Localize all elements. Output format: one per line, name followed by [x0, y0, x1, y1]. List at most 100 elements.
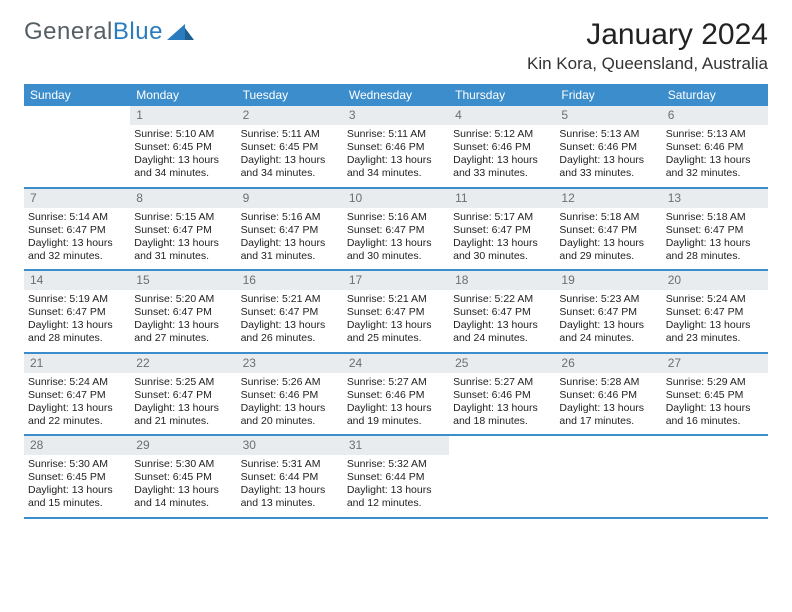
sunrise-line: Sunrise: 5:21 AM: [347, 293, 445, 306]
weekday-label: Friday: [555, 84, 661, 106]
day-number: 1: [130, 106, 236, 125]
calendar: SundayMondayTuesdayWednesdayThursdayFrid…: [24, 84, 768, 519]
day-cell: 31Sunrise: 5:32 AMSunset: 6:44 PMDayligh…: [343, 436, 449, 517]
sunset-line: Sunset: 6:47 PM: [28, 306, 126, 319]
sunrise-line: Sunrise: 5:11 AM: [347, 128, 445, 141]
daylight-line: Daylight: 13 hours and 32 minutes.: [28, 237, 126, 263]
daylight-line: Daylight: 13 hours and 23 minutes.: [666, 319, 764, 345]
daylight-line: Daylight: 13 hours and 29 minutes.: [559, 237, 657, 263]
day-cell: [449, 436, 555, 517]
day-cell: 3Sunrise: 5:11 AMSunset: 6:46 PMDaylight…: [343, 106, 449, 187]
sunset-line: Sunset: 6:46 PM: [347, 141, 445, 154]
daylight-line: Daylight: 13 hours and 30 minutes.: [347, 237, 445, 263]
day-cell: 26Sunrise: 5:28 AMSunset: 6:46 PMDayligh…: [555, 354, 661, 435]
sunrise-line: Sunrise: 5:30 AM: [28, 458, 126, 471]
sunrise-line: Sunrise: 5:28 AM: [559, 376, 657, 389]
sunset-line: Sunset: 6:47 PM: [28, 389, 126, 402]
sunset-line: Sunset: 6:47 PM: [559, 306, 657, 319]
day-cell: 23Sunrise: 5:26 AMSunset: 6:46 PMDayligh…: [237, 354, 343, 435]
daylight-line: Daylight: 13 hours and 12 minutes.: [347, 484, 445, 510]
sunrise-line: Sunrise: 5:30 AM: [134, 458, 232, 471]
arrow-icon: [167, 24, 195, 42]
sunrise-line: Sunrise: 5:21 AM: [241, 293, 339, 306]
day-number: 5: [555, 106, 661, 125]
day-number: 29: [130, 436, 236, 455]
weekday-label: Tuesday: [237, 84, 343, 106]
day-cell: 12Sunrise: 5:18 AMSunset: 6:47 PMDayligh…: [555, 189, 661, 270]
sunrise-line: Sunrise: 5:23 AM: [559, 293, 657, 306]
sunset-line: Sunset: 6:47 PM: [134, 389, 232, 402]
day-cell: 15Sunrise: 5:20 AMSunset: 6:47 PMDayligh…: [130, 271, 236, 352]
brand-word2: Blue: [113, 18, 163, 46]
day-cell: 18Sunrise: 5:22 AMSunset: 6:47 PMDayligh…: [449, 271, 555, 352]
day-cell: 10Sunrise: 5:16 AMSunset: 6:47 PMDayligh…: [343, 189, 449, 270]
weekday-label: Sunday: [24, 84, 130, 106]
day-number: 11: [449, 189, 555, 208]
day-number: 19: [555, 271, 661, 290]
daylight-line: Daylight: 13 hours and 31 minutes.: [134, 237, 232, 263]
sunset-line: Sunset: 6:45 PM: [666, 389, 764, 402]
weekday-label: Saturday: [662, 84, 768, 106]
daylight-line: Daylight: 13 hours and 28 minutes.: [28, 319, 126, 345]
day-cell: 29Sunrise: 5:30 AMSunset: 6:45 PMDayligh…: [130, 436, 236, 517]
week-row: 7Sunrise: 5:14 AMSunset: 6:47 PMDaylight…: [24, 189, 768, 272]
day-cell: 21Sunrise: 5:24 AMSunset: 6:47 PMDayligh…: [24, 354, 130, 435]
daylight-line: Daylight: 13 hours and 13 minutes.: [241, 484, 339, 510]
sunrise-line: Sunrise: 5:25 AM: [134, 376, 232, 389]
daylight-line: Daylight: 13 hours and 30 minutes.: [453, 237, 551, 263]
day-cell: 24Sunrise: 5:27 AMSunset: 6:46 PMDayligh…: [343, 354, 449, 435]
sunrise-line: Sunrise: 5:16 AM: [347, 211, 445, 224]
day-cell: 13Sunrise: 5:18 AMSunset: 6:47 PMDayligh…: [662, 189, 768, 270]
day-cell: 11Sunrise: 5:17 AMSunset: 6:47 PMDayligh…: [449, 189, 555, 270]
sunrise-line: Sunrise: 5:19 AM: [28, 293, 126, 306]
sunrise-line: Sunrise: 5:24 AM: [28, 376, 126, 389]
daylight-line: Daylight: 13 hours and 24 minutes.: [559, 319, 657, 345]
day-number: 22: [130, 354, 236, 373]
day-cell: 20Sunrise: 5:24 AMSunset: 6:47 PMDayligh…: [662, 271, 768, 352]
sunset-line: Sunset: 6:47 PM: [666, 224, 764, 237]
day-number: 12: [555, 189, 661, 208]
daylight-line: Daylight: 13 hours and 18 minutes.: [453, 402, 551, 428]
day-number: 21: [24, 354, 130, 373]
day-cell: 28Sunrise: 5:30 AMSunset: 6:45 PMDayligh…: [24, 436, 130, 517]
week-row: 21Sunrise: 5:24 AMSunset: 6:47 PMDayligh…: [24, 354, 768, 437]
day-cell: 7Sunrise: 5:14 AMSunset: 6:47 PMDaylight…: [24, 189, 130, 270]
daylight-line: Daylight: 13 hours and 14 minutes.: [134, 484, 232, 510]
day-cell: [24, 106, 130, 187]
weekday-label: Thursday: [449, 84, 555, 106]
day-number: 9: [237, 189, 343, 208]
sunrise-line: Sunrise: 5:18 AM: [666, 211, 764, 224]
sunrise-line: Sunrise: 5:27 AM: [453, 376, 551, 389]
sunset-line: Sunset: 6:47 PM: [559, 224, 657, 237]
day-number: 10: [343, 189, 449, 208]
day-cell: 5Sunrise: 5:13 AMSunset: 6:46 PMDaylight…: [555, 106, 661, 187]
sunset-line: Sunset: 6:45 PM: [241, 141, 339, 154]
daylight-line: Daylight: 13 hours and 33 minutes.: [453, 154, 551, 180]
sunset-line: Sunset: 6:47 PM: [666, 306, 764, 319]
sunset-line: Sunset: 6:47 PM: [347, 306, 445, 319]
day-cell: 19 Sunrise: 5:23 AMSunset: 6:47 PMDayligh…: [555, 271, 661, 352]
day-cell: 16Sunrise: 5:21 AMSunset: 6:47 PMDayligh…: [237, 271, 343, 352]
week-row: 1Sunrise: 5:10 AMSunset: 6:45 PMDaylight…: [24, 106, 768, 189]
page: GeneralBlue January 2024 Kin Kora, Queen…: [0, 0, 792, 612]
daylight-line: Daylight: 13 hours and 19 minutes.: [347, 402, 445, 428]
day-number: 16: [237, 271, 343, 290]
day-number: 2: [237, 106, 343, 125]
day-number: 7: [24, 189, 130, 208]
sunrise-line: Sunrise: 5:29 AM: [666, 376, 764, 389]
day-cell: [662, 436, 768, 517]
sunset-line: Sunset: 6:46 PM: [241, 389, 339, 402]
day-cell: 1Sunrise: 5:10 AMSunset: 6:45 PMDaylight…: [130, 106, 236, 187]
daylight-line: Daylight: 13 hours and 24 minutes.: [453, 319, 551, 345]
sunset-line: Sunset: 6:47 PM: [453, 306, 551, 319]
day-number: 18: [449, 271, 555, 290]
month-title: January 2024: [527, 18, 768, 52]
sunrise-line: Sunrise: 5:11 AM: [241, 128, 339, 141]
daylight-line: Daylight: 13 hours and 28 minutes.: [666, 237, 764, 263]
daylight-line: Daylight: 13 hours and 25 minutes.: [347, 319, 445, 345]
day-cell: 25Sunrise: 5:27 AMSunset: 6:46 PMDayligh…: [449, 354, 555, 435]
daylight-line: Daylight: 13 hours and 32 minutes.: [666, 154, 764, 180]
day-cell: 6Sunrise: 5:13 AMSunset: 6:46 PMDaylight…: [662, 106, 768, 187]
week-row: 14Sunrise: 5:19 AMSunset: 6:47 PMDayligh…: [24, 271, 768, 354]
day-number: 27: [662, 354, 768, 373]
